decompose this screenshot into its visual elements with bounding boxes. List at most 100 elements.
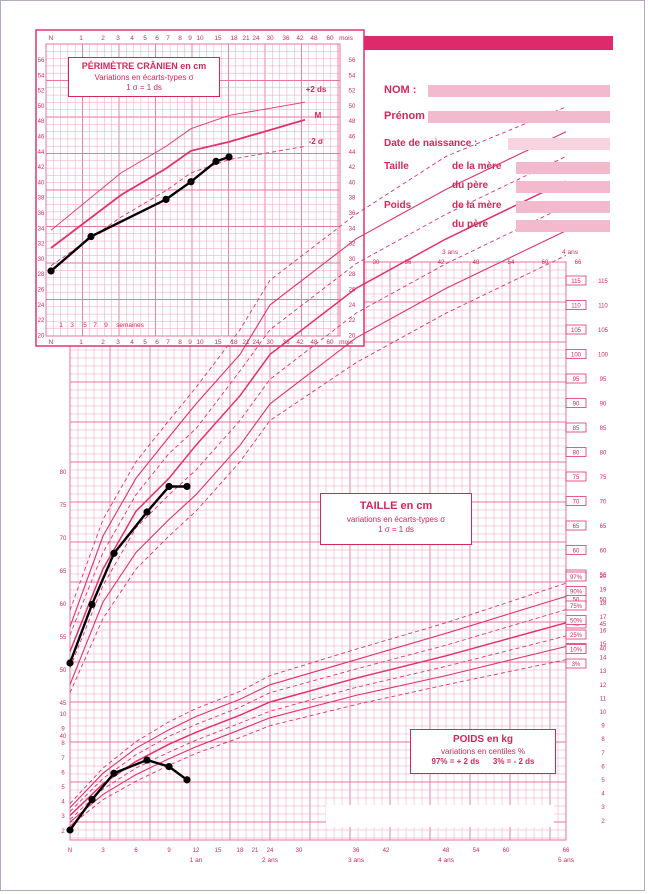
poids-y-tick-right: 16 xyxy=(600,628,607,634)
main-bottom-year-label: 2 ans xyxy=(262,857,279,864)
poids-y-tick-right: 9 xyxy=(601,724,605,730)
taille-y-tick-right: 40 xyxy=(600,647,607,653)
taille-y-tick-right: 55 xyxy=(600,573,607,579)
head-y-tick-right: 42 xyxy=(349,165,356,171)
main-bottom-tick-label: 48 xyxy=(443,848,450,854)
head-bottom-tick-label: 24 xyxy=(252,339,260,346)
head-measurement-point xyxy=(187,178,195,186)
taille-y-tick-label: 70 xyxy=(573,500,580,506)
main-top-tick-label: 54 xyxy=(508,260,515,266)
taille-y-tick-right: 100 xyxy=(598,353,609,359)
head-title: PÉRIMÈTRE CRÂNIEN en cm xyxy=(81,61,207,71)
head-inset-frame xyxy=(35,29,365,347)
head-measurement-point xyxy=(225,153,233,161)
date-naissance-label: Date de naissance : xyxy=(384,138,478,149)
main-bottom-year-label: 4 ans xyxy=(438,857,455,864)
poids-pct-tag-box xyxy=(565,600,587,611)
taille-y-tick-label: 45 xyxy=(573,622,580,628)
left-cm-tick-label: 40 xyxy=(60,734,67,740)
poids-y-tick-right: 3 xyxy=(601,805,605,811)
head-top-tick-label: mois xyxy=(339,35,353,42)
taille-measurement-point xyxy=(88,600,96,609)
head-bottom-tick-label: 7 xyxy=(166,339,170,346)
taille-y-tick-right: 85 xyxy=(600,426,607,432)
poids-title: POIDS en kg xyxy=(452,734,513,745)
main-bottom-tick-label: 6 xyxy=(134,848,138,854)
taille-mere-field[interactable] xyxy=(516,162,610,174)
main-bottom-year-label: 3 ans xyxy=(348,857,365,864)
head-bottom-tick-label: 48 xyxy=(310,339,318,346)
taille-measurement-point xyxy=(110,549,118,557)
head-y-tick-left: 40 xyxy=(38,180,45,186)
head-bottom-tick-label: 42 xyxy=(296,339,304,346)
taille-y-tick-box xyxy=(565,275,587,286)
taille-pere-field[interactable] xyxy=(516,181,610,193)
head-y-tick-left: 50 xyxy=(38,104,45,110)
prenom-field[interactable] xyxy=(428,111,610,123)
nom-field[interactable] xyxy=(428,85,610,97)
head-y-tick-left: 32 xyxy=(38,242,45,248)
taille-y-tick-box xyxy=(565,496,587,506)
poids-pct-tag-box xyxy=(565,586,587,596)
taille-y-tick-label: 80 xyxy=(573,451,580,457)
main-bottom-year-label: 5 ans xyxy=(558,857,575,864)
main-bottom-tick-label: 54 xyxy=(473,848,480,854)
head-bottom-tick-label: 2 xyxy=(101,339,105,346)
head-bottom-tick-label: 36 xyxy=(282,339,290,346)
poids-pere-label: du père xyxy=(452,219,489,230)
head-bottom-tick-label: 10 xyxy=(196,339,204,346)
main-bottom-year-label: 1 an xyxy=(190,857,203,864)
head-y-tick-right: 48 xyxy=(349,119,356,125)
head-bottom-tick-label: 6 xyxy=(155,339,159,346)
main-top-tick-label: 66 xyxy=(575,260,582,266)
head-y-tick-left: 56 xyxy=(38,58,45,64)
head-top-tick-label: 18 xyxy=(230,35,238,42)
head-bottom-tick-label: 3 xyxy=(116,339,120,346)
main-bottom-tick-label: 66 xyxy=(563,848,570,854)
head-y-tick-left: 24 xyxy=(38,303,45,309)
head-y-tick-left: 28 xyxy=(38,272,45,278)
taille-y-tick-label: 105 xyxy=(571,328,582,334)
taille-y-tick-right: 95 xyxy=(600,377,607,383)
poids-measurement-line xyxy=(69,758,188,831)
date-naissance-field[interactable] xyxy=(508,138,610,150)
taille-y-tick-right: 65 xyxy=(600,524,607,530)
main-bottom-tick-label: 3 xyxy=(101,848,105,854)
taille-title-box: TAILLE en cm variations en écarts-types … xyxy=(320,493,472,545)
main-bottom-tick-label: 24 xyxy=(267,848,274,854)
head-bottom-tick-label: 15 xyxy=(214,339,222,346)
poids-pct-tag: 10% xyxy=(570,648,583,654)
left-cm-tick-label: 75 xyxy=(60,503,67,509)
poids-y-tick-right: 19 xyxy=(600,588,607,594)
head-measurement-point xyxy=(87,232,95,241)
head-week-tick-label: 7 xyxy=(93,322,97,329)
head-top-tick-label: 30 xyxy=(266,35,274,42)
head-y-tick-left: 38 xyxy=(38,196,45,202)
head-top-tick-label: 10 xyxy=(196,35,204,42)
taille-y-tick-label: 60 xyxy=(573,549,580,555)
head-y-tick-right: 24 xyxy=(349,303,356,309)
taille-y-tick-box xyxy=(565,324,587,335)
head-title-box: PÉRIMÈTRE CRÂNIEN en cm Variations en éc… xyxy=(68,57,220,97)
head-top-tick-label: 36 xyxy=(282,35,290,42)
head-y-tick-right: 38 xyxy=(349,196,356,202)
poids-mere-field[interactable] xyxy=(516,201,610,213)
head-y-tick-right: 50 xyxy=(349,104,356,110)
head-bottom-tick-label: 5 xyxy=(143,339,147,346)
head-y-tick-left: 36 xyxy=(38,211,45,217)
poids-y-tick-right: 18 xyxy=(600,601,607,607)
head-top-tick-label: 5 xyxy=(143,35,147,42)
head-y-tick-left: 52 xyxy=(38,89,45,95)
head-sigma-note: 1 σ = 1 ds xyxy=(126,83,162,92)
head-subtitle: Variations en écarts-types σ xyxy=(94,73,194,82)
taille-title: TAILLE en cm xyxy=(359,500,433,512)
poids-y-tick-right: 14 xyxy=(600,656,607,662)
poids-measurement-point xyxy=(165,763,173,771)
poids-pere-field[interactable] xyxy=(516,220,610,232)
head-measurement-point xyxy=(47,267,55,275)
head-y-tick-right: 46 xyxy=(349,135,356,141)
poids-y-tick-right: 20 xyxy=(600,574,607,580)
main-top-tick-label: 30 xyxy=(373,260,380,266)
left-cm-tick-label: 50 xyxy=(60,668,67,674)
